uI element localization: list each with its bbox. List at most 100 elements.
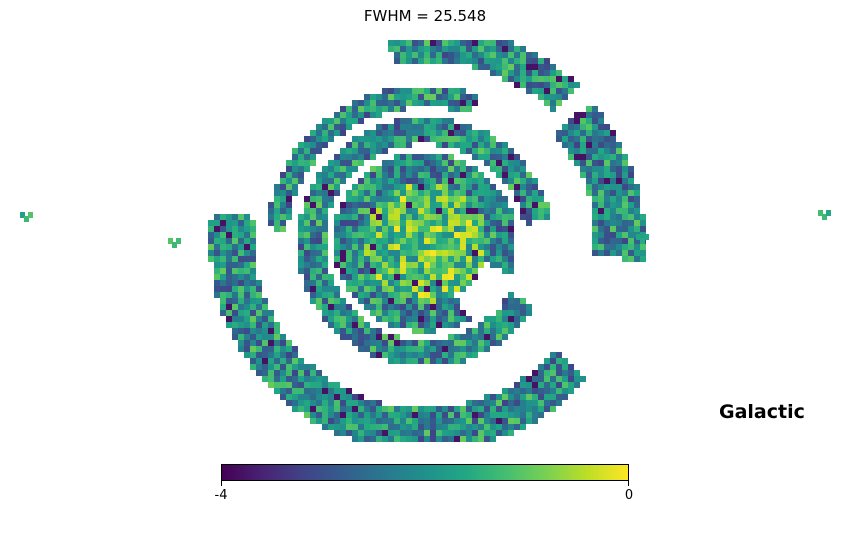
map-pixel bbox=[376, 274, 382, 280]
map-pixel bbox=[304, 286, 310, 292]
map-pixel bbox=[592, 232, 598, 238]
map-pixel bbox=[502, 166, 508, 172]
map-pixel bbox=[418, 46, 424, 52]
map-pixel bbox=[538, 406, 544, 412]
map-pixel bbox=[616, 232, 622, 238]
map-pixel bbox=[358, 148, 364, 154]
map-pixel bbox=[418, 412, 424, 418]
map-pixel bbox=[442, 154, 448, 160]
map-pixel bbox=[400, 160, 406, 166]
map-pixel bbox=[496, 430, 502, 436]
map-pixel bbox=[310, 298, 316, 304]
map-pixel bbox=[388, 358, 394, 364]
map-pixel bbox=[460, 268, 466, 274]
map-pixel bbox=[520, 310, 526, 316]
map-pixel bbox=[616, 220, 622, 226]
map-pixel bbox=[304, 232, 310, 238]
map-pixel bbox=[310, 394, 316, 400]
map-pixel bbox=[352, 100, 358, 106]
map-pixel bbox=[370, 100, 376, 106]
map-pixel bbox=[346, 190, 352, 196]
map-pixel bbox=[478, 148, 484, 154]
map-pixel bbox=[610, 232, 616, 238]
map-pixel bbox=[394, 58, 400, 64]
map-pixel bbox=[334, 214, 340, 220]
map-pixel bbox=[208, 238, 214, 244]
map-pixel bbox=[340, 130, 346, 136]
map-pixel bbox=[388, 46, 394, 52]
map-pixel bbox=[550, 82, 556, 88]
map-pixel bbox=[370, 154, 376, 160]
map-pixel bbox=[280, 214, 286, 220]
map-pixel bbox=[394, 214, 400, 220]
map-pixel bbox=[208, 220, 214, 226]
map-pixel bbox=[370, 328, 376, 334]
map-pixel bbox=[484, 430, 490, 436]
map-pixel bbox=[628, 226, 634, 232]
map-pixel bbox=[472, 334, 478, 340]
map-pixel bbox=[502, 238, 508, 244]
map-pixel bbox=[478, 424, 484, 430]
map-pixel bbox=[304, 148, 310, 154]
map-pixel bbox=[406, 322, 412, 328]
map-pixel bbox=[424, 160, 430, 166]
map-pixel bbox=[496, 40, 502, 46]
map-pixel bbox=[442, 412, 448, 418]
map-pixel bbox=[592, 130, 598, 136]
map-pixel bbox=[310, 280, 316, 286]
map-pixel bbox=[292, 178, 298, 184]
map-pixel bbox=[412, 52, 418, 58]
map-pixel bbox=[454, 130, 460, 136]
map-pixel bbox=[220, 244, 226, 250]
map-pixel bbox=[502, 148, 508, 154]
map-pixel bbox=[574, 382, 580, 388]
map-pixel bbox=[478, 220, 484, 226]
map-pixel bbox=[412, 214, 418, 220]
map-pixel bbox=[412, 430, 418, 436]
map-pixel bbox=[322, 298, 328, 304]
map-pixel bbox=[466, 94, 472, 100]
map-pixel bbox=[232, 274, 238, 280]
map-pixel bbox=[412, 274, 418, 280]
map-pixel bbox=[316, 214, 322, 220]
map-pixel bbox=[442, 166, 448, 172]
map-pixel bbox=[328, 130, 334, 136]
map-pixel bbox=[628, 208, 634, 214]
map-pixel bbox=[394, 88, 400, 94]
map-pixel bbox=[424, 172, 430, 178]
map-pixel bbox=[448, 130, 454, 136]
map-pixel bbox=[430, 340, 436, 346]
map-pixel bbox=[466, 436, 472, 442]
map-pixel bbox=[556, 364, 562, 370]
map-pixel bbox=[448, 286, 454, 292]
map-pixel bbox=[526, 382, 532, 388]
map-pixel bbox=[364, 292, 370, 298]
map-pixel bbox=[442, 94, 448, 100]
map-pixel bbox=[424, 184, 430, 190]
map-pixel bbox=[328, 412, 334, 418]
map-pixel bbox=[304, 160, 310, 166]
map-pixel bbox=[520, 46, 526, 52]
map-pixel bbox=[310, 190, 316, 196]
map-pixel bbox=[406, 184, 412, 190]
map-pixel bbox=[358, 208, 364, 214]
map-pixel bbox=[544, 376, 550, 382]
map-pixel bbox=[250, 334, 256, 340]
map-pixel bbox=[364, 424, 370, 430]
map-pixel bbox=[400, 118, 406, 124]
map-pixel bbox=[436, 352, 442, 358]
map-pixel bbox=[526, 406, 532, 412]
map-pixel bbox=[424, 88, 430, 94]
map-pixel bbox=[382, 184, 388, 190]
map-pixel bbox=[424, 274, 430, 280]
map-pixel bbox=[394, 280, 400, 286]
map-pixel bbox=[460, 430, 466, 436]
map-pixel bbox=[352, 418, 358, 424]
map-pixel bbox=[568, 118, 574, 124]
map-pixel bbox=[334, 190, 340, 196]
map-pixel bbox=[436, 298, 442, 304]
map-pixel bbox=[358, 280, 364, 286]
map-pixel bbox=[496, 208, 502, 214]
map-pixel bbox=[442, 208, 448, 214]
map-pixel bbox=[442, 172, 448, 178]
